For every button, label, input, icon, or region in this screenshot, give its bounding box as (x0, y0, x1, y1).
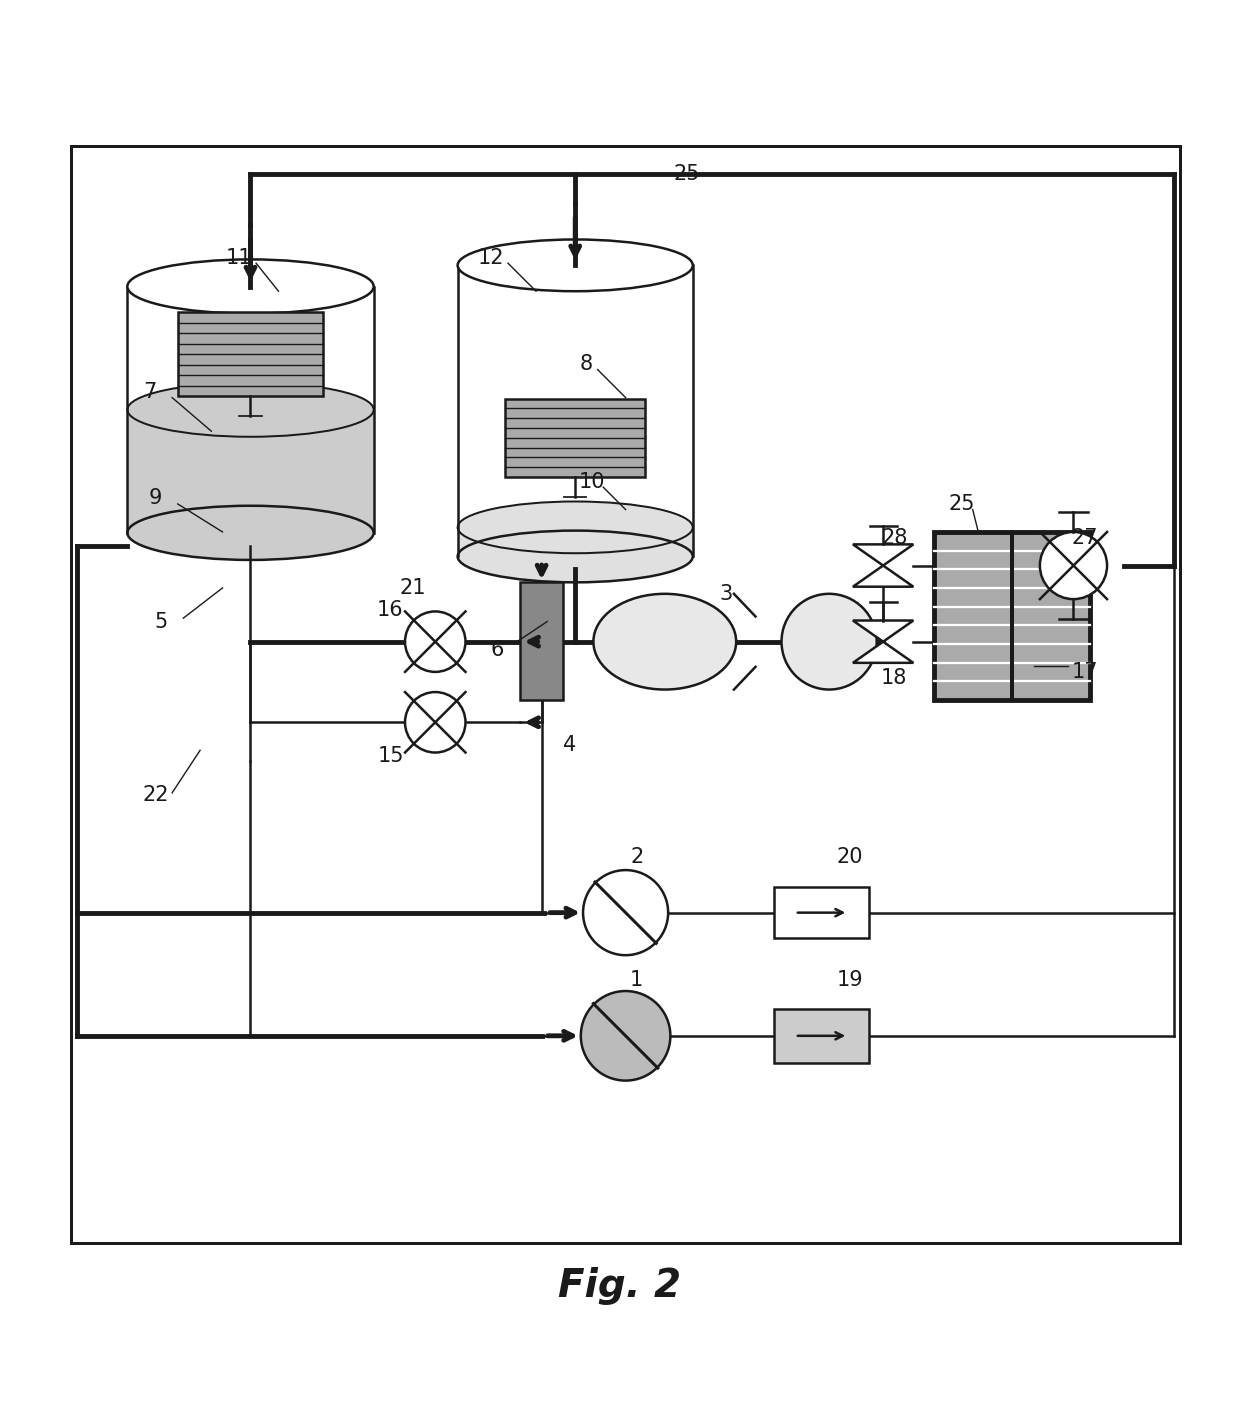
Ellipse shape (458, 531, 693, 583)
Text: 19: 19 (836, 969, 863, 991)
Text: 25: 25 (673, 164, 701, 183)
Bar (774, 888, 869, 938)
Ellipse shape (458, 240, 693, 291)
Circle shape (405, 691, 465, 752)
Polygon shape (458, 528, 693, 556)
Bar (177, 312, 324, 396)
Text: Fig. 2: Fig. 2 (558, 1267, 682, 1305)
Text: 5: 5 (154, 611, 167, 632)
Bar (521, 583, 563, 700)
Text: 2: 2 (630, 847, 644, 866)
Circle shape (580, 991, 671, 1081)
Bar (774, 1009, 869, 1062)
Text: 11: 11 (226, 247, 253, 268)
Polygon shape (853, 642, 914, 663)
Text: 1: 1 (630, 969, 644, 991)
Ellipse shape (781, 594, 877, 690)
Text: 17: 17 (1071, 662, 1097, 682)
Text: 6: 6 (490, 639, 503, 659)
Text: 25: 25 (949, 494, 975, 514)
Ellipse shape (128, 505, 373, 560)
Text: 12: 12 (477, 247, 505, 268)
Text: 4: 4 (563, 735, 577, 755)
Ellipse shape (594, 594, 737, 690)
Ellipse shape (128, 382, 373, 437)
Text: 20: 20 (836, 847, 863, 866)
Polygon shape (128, 409, 373, 533)
Circle shape (1040, 532, 1107, 600)
Bar (934, 532, 1090, 700)
Text: 7: 7 (143, 382, 156, 402)
Text: 10: 10 (579, 471, 605, 491)
Bar (505, 398, 645, 477)
Polygon shape (853, 545, 914, 566)
Text: 22: 22 (143, 785, 169, 806)
Circle shape (405, 611, 465, 672)
Bar (72, 145, 1179, 1243)
Polygon shape (853, 621, 914, 642)
Ellipse shape (458, 501, 693, 553)
Circle shape (583, 871, 668, 955)
Ellipse shape (128, 260, 373, 313)
Text: 9: 9 (149, 488, 162, 508)
Text: 28: 28 (882, 528, 908, 547)
Text: 16: 16 (377, 600, 404, 621)
Text: 3: 3 (719, 584, 733, 604)
Polygon shape (853, 566, 914, 587)
Text: 21: 21 (399, 579, 427, 598)
Text: 15: 15 (377, 746, 404, 766)
Text: 18: 18 (882, 667, 908, 687)
Text: 27: 27 (1071, 528, 1097, 547)
Text: 8: 8 (580, 354, 593, 374)
